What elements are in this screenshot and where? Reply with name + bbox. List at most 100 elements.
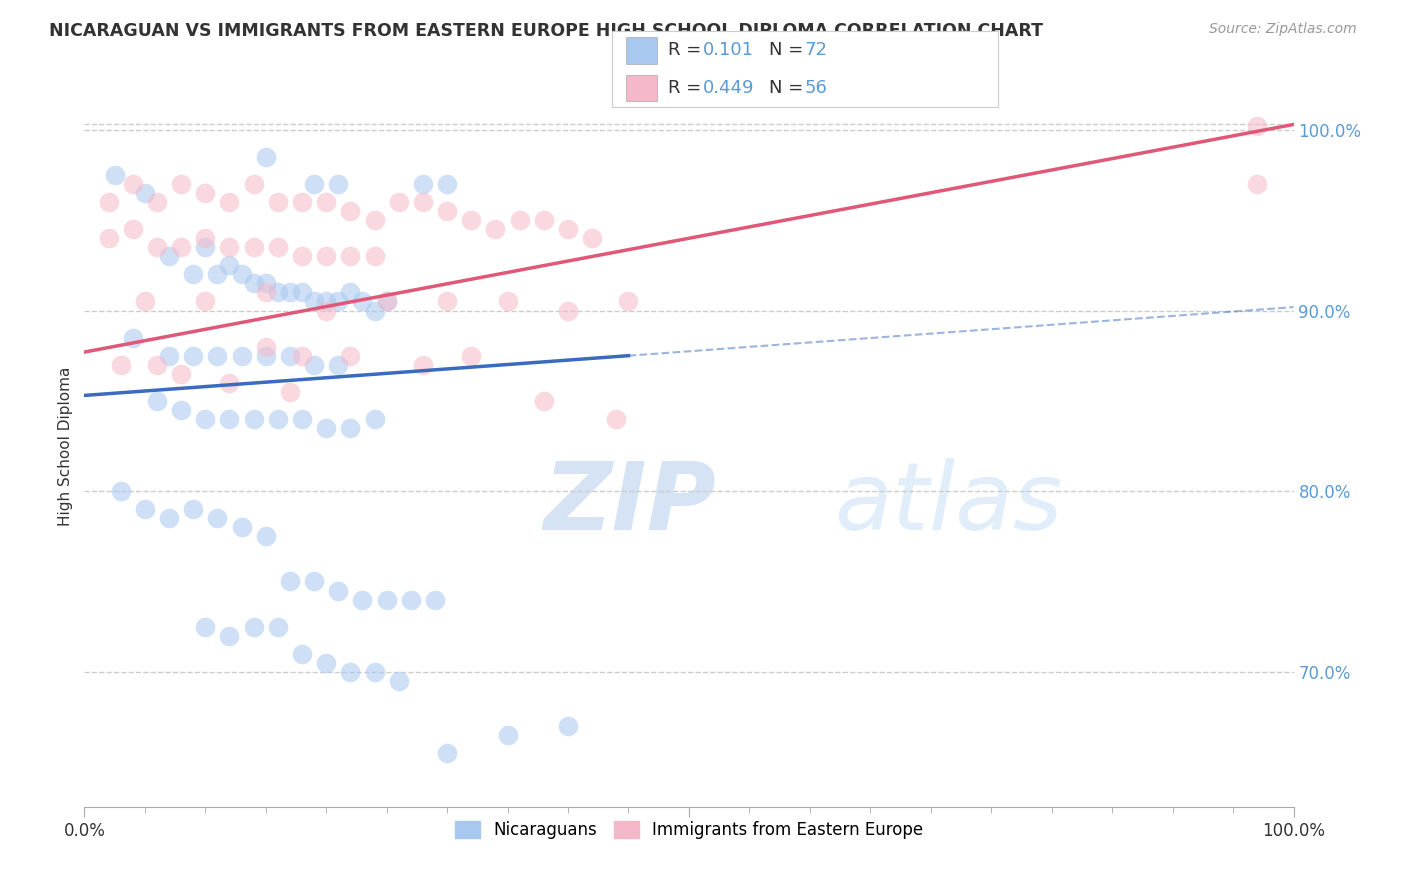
Point — [363, 665, 385, 679]
Point — [121, 222, 143, 236]
Point — [134, 294, 156, 309]
Point — [218, 258, 240, 272]
Point — [231, 520, 253, 534]
Point — [533, 213, 555, 227]
Point — [484, 222, 506, 236]
Point — [146, 195, 169, 210]
Text: N =: N = — [769, 41, 808, 59]
Point — [291, 285, 314, 300]
Point — [1246, 120, 1268, 134]
Text: NICARAGUAN VS IMMIGRANTS FROM EASTERN EUROPE HIGH SCHOOL DIPLOMA CORRELATION CHA: NICARAGUAN VS IMMIGRANTS FROM EASTERN EU… — [49, 22, 1043, 40]
Point — [134, 502, 156, 516]
Point — [412, 177, 434, 191]
Point — [302, 294, 325, 309]
Point — [291, 195, 314, 210]
Point — [181, 502, 204, 516]
Point — [231, 349, 253, 363]
Point — [181, 349, 204, 363]
Point — [315, 294, 337, 309]
Point — [423, 592, 446, 607]
Point — [267, 240, 290, 254]
Point — [605, 412, 627, 426]
Point — [436, 177, 458, 191]
Legend: Nicaraguans, Immigrants from Eastern Europe: Nicaraguans, Immigrants from Eastern Eur… — [449, 814, 929, 846]
Point — [170, 177, 193, 191]
Point — [509, 213, 531, 227]
Point — [207, 268, 229, 282]
Point — [460, 213, 482, 227]
Point — [388, 673, 411, 688]
Point — [207, 511, 229, 525]
Point — [291, 349, 314, 363]
Point — [328, 583, 350, 598]
Point — [218, 412, 240, 426]
Point — [207, 349, 229, 363]
Point — [352, 592, 374, 607]
Point — [581, 231, 603, 245]
Point — [436, 746, 458, 760]
Point — [254, 529, 277, 543]
Point — [315, 303, 337, 318]
Point — [110, 484, 132, 499]
Text: 56: 56 — [804, 79, 827, 97]
Text: atlas: atlas — [834, 458, 1063, 549]
Point — [121, 177, 143, 191]
Point — [104, 168, 127, 182]
Point — [339, 349, 361, 363]
Point — [97, 231, 120, 245]
Point — [242, 240, 264, 254]
Point — [231, 268, 253, 282]
Point — [375, 294, 398, 309]
Y-axis label: High School Diploma: High School Diploma — [58, 367, 73, 525]
Point — [146, 358, 169, 372]
Point — [194, 240, 217, 254]
Point — [557, 719, 579, 733]
Point — [363, 412, 385, 426]
Point — [218, 195, 240, 210]
Point — [278, 285, 301, 300]
Point — [557, 303, 579, 318]
Point — [254, 340, 277, 354]
Point — [339, 249, 361, 263]
Point — [412, 358, 434, 372]
Text: 72: 72 — [804, 41, 827, 59]
Point — [242, 277, 264, 291]
Point — [436, 294, 458, 309]
Point — [157, 511, 180, 525]
Point — [254, 277, 277, 291]
Point — [278, 574, 301, 589]
Point — [291, 249, 314, 263]
Text: 0.101: 0.101 — [703, 41, 754, 59]
Point — [267, 412, 290, 426]
Text: ZIP: ZIP — [544, 458, 717, 549]
Point — [157, 349, 180, 363]
Text: N =: N = — [769, 79, 808, 97]
Point — [170, 367, 193, 381]
Point — [121, 331, 143, 345]
Text: R =: R = — [668, 79, 707, 97]
Point — [315, 421, 337, 435]
Point — [328, 177, 350, 191]
Point — [194, 231, 217, 245]
Point — [363, 213, 385, 227]
Point — [267, 195, 290, 210]
Point — [399, 592, 422, 607]
Point — [242, 412, 264, 426]
Text: Source: ZipAtlas.com: Source: ZipAtlas.com — [1209, 22, 1357, 37]
Point — [302, 358, 325, 372]
Point — [278, 349, 301, 363]
Point — [291, 647, 314, 661]
Point — [242, 620, 264, 634]
Point — [412, 195, 434, 210]
Point — [194, 620, 217, 634]
Point — [181, 268, 204, 282]
Point — [267, 620, 290, 634]
Point — [170, 403, 193, 417]
Point — [315, 195, 337, 210]
Point — [291, 412, 314, 426]
Point — [496, 294, 519, 309]
Point — [194, 294, 217, 309]
Point — [134, 186, 156, 201]
Point — [267, 285, 290, 300]
Point — [254, 285, 277, 300]
